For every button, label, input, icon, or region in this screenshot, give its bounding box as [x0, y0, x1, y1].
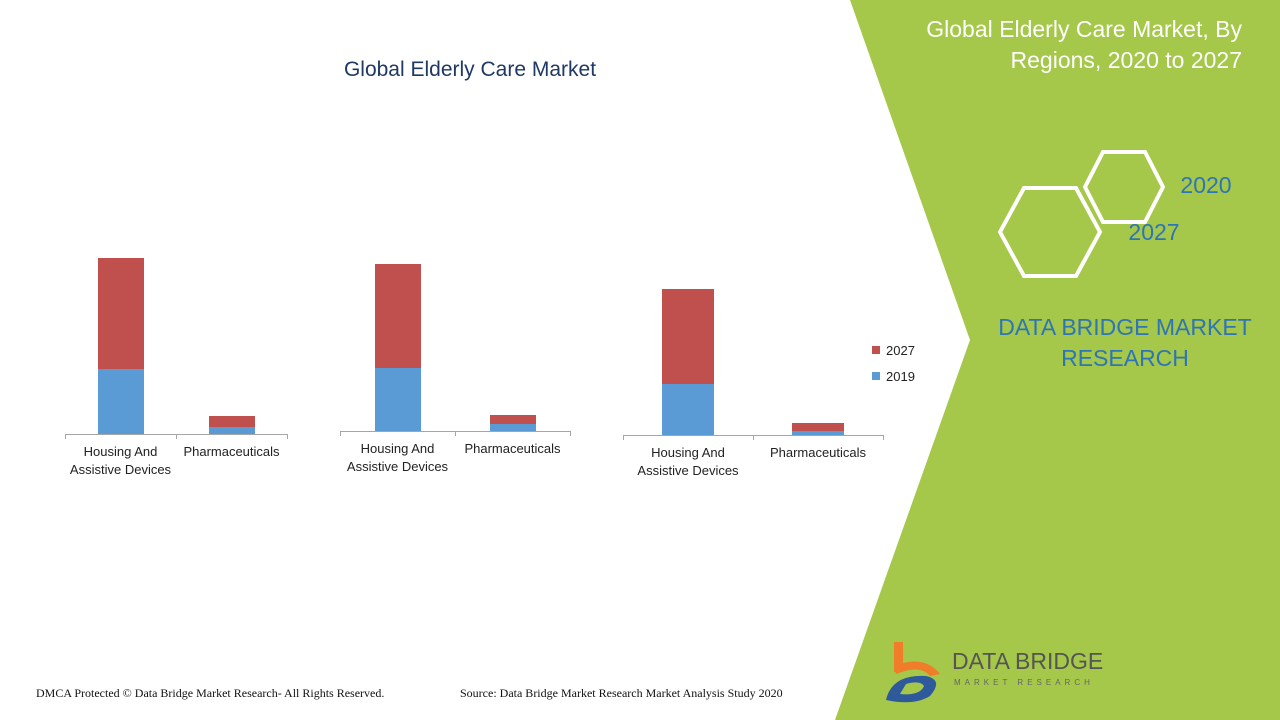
logo: DATA BRIDGE MARKET RESEARCH [884, 640, 1103, 709]
bar-2027-0 [374, 264, 421, 368]
x-tick [753, 435, 754, 440]
hex-2020: 2020 [1082, 150, 1232, 224]
category-label: Pharmaceuticals [183, 444, 280, 459]
bar-2027-0 [662, 289, 714, 384]
category-label: Housing And Assistive Devices [346, 441, 449, 474]
bar-2019-0 [662, 384, 714, 435]
legend-2019: 2019 [872, 363, 915, 389]
logo-icon [886, 642, 940, 703]
bar-2019-1 [792, 431, 844, 435]
category-label: Housing And Assistive Devices [637, 445, 739, 478]
x-tick [883, 435, 884, 440]
bar-2027-1 [792, 423, 844, 431]
category-label: Pharmaceuticals [464, 441, 561, 456]
x-tick [570, 431, 571, 436]
x-tick [623, 435, 624, 440]
bar-2019-1 [208, 427, 255, 434]
bar-2027-0 [97, 258, 144, 369]
x-tick [455, 431, 456, 436]
hex-2027: 2027 [997, 186, 1180, 278]
x-tick [287, 434, 288, 439]
legend-2027: 2027 [872, 337, 915, 363]
x-tick [340, 431, 341, 436]
category-label: Pharmaceuticals [769, 445, 867, 460]
bar-2019-0 [374, 368, 421, 431]
bar-2019-1 [489, 424, 536, 431]
brand-text: DATA BRIDGE MARKET RESEARCH [998, 314, 1252, 371]
bar-2019-0 [97, 369, 144, 434]
copyright: DMCA Protected © Data Bridge Market Rese… [36, 686, 385, 700]
legend: 2027 2019 [872, 337, 915, 389]
x-tick [65, 434, 66, 439]
category-label: Housing And Assistive Devices [69, 444, 172, 477]
source: Source: Data Bridge Market Research Mark… [460, 686, 783, 700]
chart-title: Global Elderly Care Market [343, 58, 597, 81]
bar-2027-1 [208, 416, 255, 427]
bar-2027-1 [489, 415, 536, 424]
x-tick [176, 434, 177, 439]
side-title: Global Elderly Care Market, By Regions, … [926, 16, 1242, 73]
